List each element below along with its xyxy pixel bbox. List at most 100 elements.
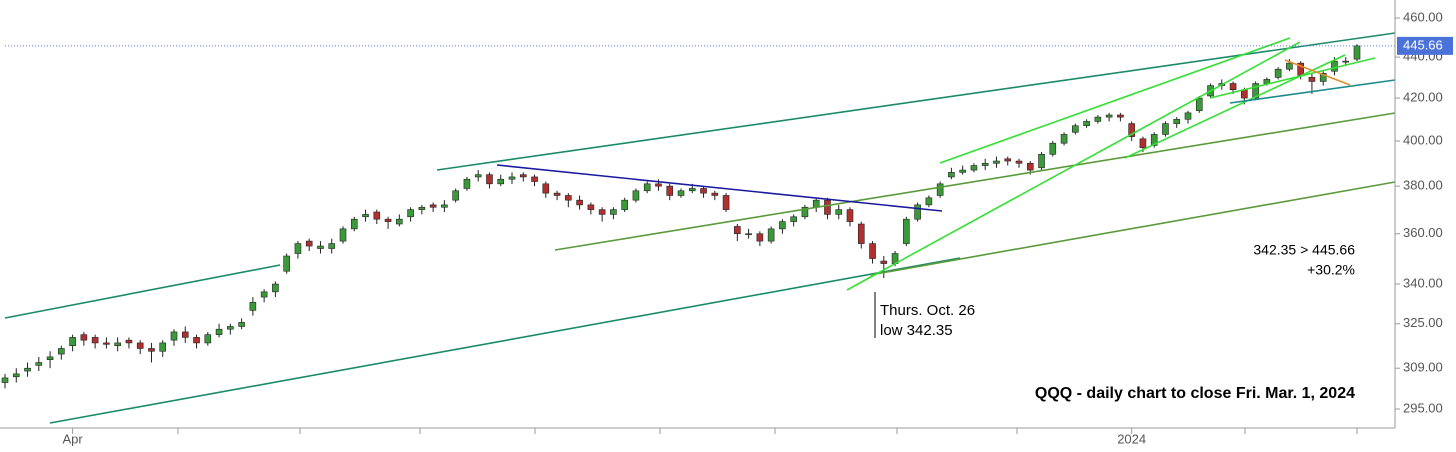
candle-body xyxy=(711,192,719,196)
candle-body xyxy=(1,377,9,383)
candle-body xyxy=(1308,77,1316,82)
candle-body xyxy=(1015,160,1023,164)
candle-body xyxy=(159,342,167,352)
candle-body xyxy=(294,243,302,254)
candle-body xyxy=(801,206,809,218)
candle-body xyxy=(1094,116,1102,122)
candle-body xyxy=(1286,62,1293,70)
y-tick-label: 340.00 xyxy=(1403,275,1443,290)
trend-line xyxy=(1124,54,1346,159)
annotation: +30.2% xyxy=(1307,262,1355,278)
candle-body xyxy=(181,331,189,338)
candle-body xyxy=(396,218,403,225)
candle-body xyxy=(1184,112,1192,120)
last-price-tag xyxy=(1397,36,1453,55)
chart-title: QQQ - daily chart to close Fri. Mar. 1, … xyxy=(1035,385,1355,402)
candle-body xyxy=(857,223,865,244)
y-tick-label: 400.00 xyxy=(1403,132,1443,147)
candle-body xyxy=(1083,121,1090,127)
annotation: low 342.35 xyxy=(880,322,953,339)
candle-body xyxy=(407,209,414,218)
candle-body xyxy=(542,183,550,194)
candle-body xyxy=(993,160,1000,164)
trend-line xyxy=(49,257,961,424)
candle-body xyxy=(553,192,561,196)
trend-line xyxy=(1229,79,1396,104)
candle-body xyxy=(1353,45,1361,60)
candle-body xyxy=(1049,142,1057,155)
candle-body xyxy=(835,209,843,215)
candle-body xyxy=(824,199,831,215)
candle-body xyxy=(531,176,538,182)
candle-body xyxy=(677,190,685,196)
candle-body xyxy=(35,362,43,366)
candle-body xyxy=(1319,72,1327,82)
x-tick-label: Apr xyxy=(62,431,83,446)
candle-body xyxy=(362,214,369,218)
x-tick-label: 2024 xyxy=(1117,431,1146,446)
candle-body xyxy=(508,176,516,180)
candle-body xyxy=(565,195,572,201)
candle-body xyxy=(58,348,65,355)
candle-body xyxy=(936,183,944,196)
candle-body xyxy=(756,233,764,242)
candle-body xyxy=(632,190,640,201)
candle-body xyxy=(610,209,617,215)
candle-body xyxy=(91,337,99,344)
y-tick-label: 309.00 xyxy=(1403,360,1443,375)
candle-body xyxy=(598,209,606,215)
candle-body xyxy=(1117,114,1124,118)
candle-body xyxy=(429,204,437,208)
candle-body xyxy=(700,188,707,194)
month-ticks xyxy=(177,428,1358,434)
candle-body xyxy=(959,169,966,173)
trend-line xyxy=(436,32,1396,171)
annotation: 342.35 > 445.66 xyxy=(1253,242,1355,258)
candle-body xyxy=(328,243,336,249)
candle-body xyxy=(260,291,268,298)
y-tick-label: 295.00 xyxy=(1403,400,1443,415)
candle-body xyxy=(688,188,696,192)
candle-body xyxy=(486,174,493,185)
y-tick-label: 460.00 xyxy=(1403,9,1443,24)
trend-line xyxy=(4,264,281,319)
candle-body xyxy=(1072,125,1079,133)
candle-body xyxy=(384,218,392,222)
candle-body xyxy=(1026,162,1034,171)
candle-body xyxy=(970,165,978,171)
candle-body xyxy=(136,342,144,349)
candle-body xyxy=(1150,134,1158,146)
candle-body xyxy=(790,216,797,222)
trend-lines xyxy=(4,32,1396,424)
candle-body xyxy=(317,245,324,249)
candle-body xyxy=(69,337,76,346)
candle-body xyxy=(587,204,595,210)
trend-line xyxy=(496,164,943,212)
trend-line xyxy=(1284,59,1351,86)
candle-body xyxy=(666,185,674,196)
candle-body xyxy=(418,206,426,210)
annotation: Thurs. Oct. 26 xyxy=(880,302,975,319)
candle-body xyxy=(170,331,178,341)
candle-body xyxy=(441,204,448,208)
candle-body xyxy=(463,178,471,189)
candle-body xyxy=(914,204,921,220)
candle-body xyxy=(869,243,876,259)
candle-body xyxy=(474,174,482,178)
candle-body xyxy=(1252,83,1259,99)
candle-body xyxy=(767,228,775,242)
candle-body xyxy=(1331,60,1338,72)
candle-body xyxy=(339,228,347,242)
candle-body xyxy=(1173,118,1181,124)
candle-body xyxy=(12,373,20,378)
candle-body xyxy=(272,283,279,293)
candle-body xyxy=(148,348,155,352)
candle-body xyxy=(1128,123,1135,137)
candle-body xyxy=(373,211,381,220)
candle-body xyxy=(204,334,212,344)
candle-body xyxy=(305,240,313,247)
candle-body xyxy=(1060,134,1068,144)
trend-line xyxy=(554,112,1396,251)
candle-body xyxy=(621,199,628,210)
candle-body xyxy=(745,233,752,236)
